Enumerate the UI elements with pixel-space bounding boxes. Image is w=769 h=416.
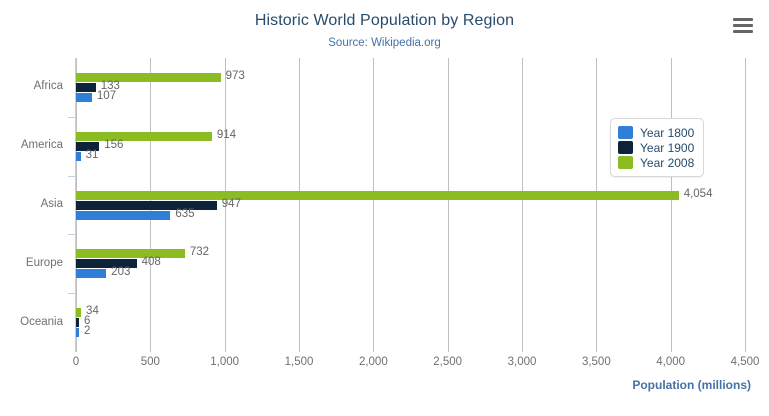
legend-swatch — [618, 156, 633, 169]
legend-item-year-2008[interactable]: Year 2008 — [618, 155, 694, 170]
bar-oceania-year-1900[interactable] — [76, 318, 79, 328]
bar-value-label: 408 — [141, 256, 161, 269]
x-tick-label: 3,000 — [507, 356, 537, 368]
gridline — [299, 58, 300, 352]
x-tick-label: 0 — [72, 356, 80, 368]
chart-title: Historic World Population by Region — [254, 12, 515, 29]
bar-america-year-2008[interactable] — [76, 131, 212, 141]
category-label-asia: Asia — [40, 198, 63, 210]
menu-bar-2 — [733, 24, 753, 27]
chart-legend: Year 1800 Year 1900 Year 2008 — [610, 118, 705, 177]
category-label-oceania: Oceania — [20, 315, 63, 328]
x-axis-title: Population (millions) — [632, 378, 751, 392]
legend-label: Year 1900 — [640, 140, 695, 155]
bar-africa-year-2008[interactable] — [76, 72, 221, 82]
legend-swatch — [618, 126, 633, 139]
legend-item-year-1800[interactable]: Year 1800 — [618, 125, 694, 140]
bar-value-label: 133 — [100, 79, 120, 92]
category-tick — [68, 175, 75, 177]
category-label-america: America — [20, 139, 63, 152]
gridline — [448, 58, 449, 352]
bar-value-label: 2 — [84, 325, 91, 338]
category-tick — [68, 234, 75, 236]
bar-value-label: 6 — [84, 315, 91, 328]
bar-value-label: 635 — [175, 207, 195, 220]
bar-oceania-year-1800[interactable] — [76, 328, 79, 338]
bar-america-year-1900[interactable] — [76, 141, 100, 151]
legend-label: Year 1800 — [640, 125, 695, 140]
bar-value-label: 947 — [221, 197, 241, 210]
y-axis-line — [75, 58, 76, 352]
gridline — [745, 58, 746, 352]
bar-europe-year-2008[interactable] — [76, 249, 185, 259]
bar-europe-year-1900[interactable] — [76, 259, 137, 269]
x-tick-label: 4,500 — [730, 356, 760, 368]
bar-value-label: 4,054 — [683, 187, 713, 200]
bar-value-label: 31 — [85, 148, 99, 161]
bar-asia-year-1800[interactable] — [76, 210, 171, 220]
category-label-europe: Europe — [25, 256, 63, 269]
bar-america-year-1800[interactable] — [76, 151, 81, 161]
legend-swatch — [618, 141, 633, 154]
gridline — [225, 58, 226, 352]
x-tick-label: 2,500 — [433, 356, 463, 368]
bar-value-label: 973 — [225, 69, 245, 82]
gridline — [373, 58, 374, 352]
x-tick-label: 1,000 — [210, 356, 240, 368]
x-tick-label: 2,000 — [358, 356, 388, 368]
bar-value-label: 203 — [111, 266, 131, 279]
category-label-africa: Africa — [33, 80, 63, 93]
bar-value-label: 156 — [104, 138, 124, 151]
x-tick-label: 4,000 — [656, 356, 686, 368]
bar-value-label: 914 — [216, 128, 237, 141]
bar-oceania-year-2008[interactable] — [76, 308, 82, 318]
legend-item-year-1900[interactable]: Year 1900 — [618, 140, 694, 155]
bar-value-label: 732 — [189, 246, 209, 259]
category-tick — [68, 116, 75, 118]
bar-value-label: 107 — [96, 89, 117, 102]
menu-bar-1 — [733, 18, 753, 21]
menu-bar-3 — [733, 30, 753, 33]
legend-label: Year 2008 — [640, 155, 695, 170]
bar-value-label: 34 — [86, 305, 99, 318]
hamburger-menu-icon[interactable] — [733, 18, 753, 34]
bar-europe-year-1800[interactable] — [76, 269, 107, 279]
bar-asia-year-2008[interactable] — [76, 190, 679, 200]
gridline — [522, 58, 523, 352]
x-tick-label: 1,500 — [284, 356, 314, 368]
gridline — [671, 58, 672, 352]
category-tick — [68, 293, 75, 295]
x-tick-label: 500 — [140, 356, 160, 368]
bar-africa-year-1900[interactable] — [76, 82, 96, 92]
bar-africa-year-1800[interactable] — [76, 92, 92, 102]
plot-area: 973 133 107 914 156 31 4,054 947 635 732 408 203 34 6… — [76, 58, 746, 352]
chart-subtitle: Source: Wikipedia.org — [328, 37, 441, 49]
gridline — [596, 58, 597, 352]
x-tick-label: 3,500 — [581, 356, 611, 368]
bar-asia-year-1900[interactable] — [76, 200, 217, 210]
